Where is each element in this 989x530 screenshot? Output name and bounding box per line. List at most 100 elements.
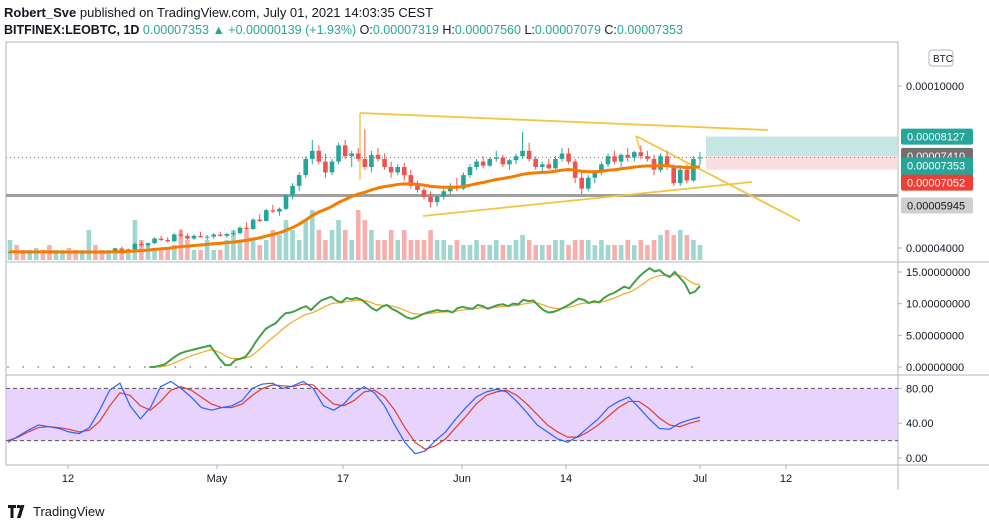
obv-zero-dot [189, 366, 192, 368]
candle-body [579, 177, 585, 189]
candle-body [691, 158, 696, 181]
volume-bar [579, 240, 585, 260]
take-profit-zone [706, 136, 898, 156]
obv-zero-dot [417, 366, 420, 368]
price-candle [520, 131, 525, 159]
candle-body [605, 156, 611, 165]
volume-bar [566, 245, 571, 260]
price-candle [579, 172, 585, 194]
volume-bar [99, 250, 105, 260]
volume-bar [40, 250, 46, 260]
candle-body [684, 169, 690, 181]
price-label-target: 0.00008127 [907, 132, 965, 144]
author-name[interactable]: Robert_Sve [4, 5, 77, 20]
obv-zero-dot [204, 366, 207, 368]
volume-bar [631, 245, 637, 260]
volume-bar [86, 230, 92, 260]
candle-body [362, 158, 368, 167]
volume-bar [27, 250, 33, 260]
volume-bar [697, 245, 703, 260]
time-tick-label: Jul [693, 473, 707, 485]
obv-zero-dot [402, 366, 405, 368]
candle-body [408, 175, 414, 186]
price-candle [204, 235, 210, 240]
price-candle [625, 148, 631, 162]
volume-bar [303, 220, 309, 260]
candle-body [158, 238, 164, 240]
candle-body [434, 196, 440, 203]
price-candle [224, 233, 230, 238]
moving-average-line [9, 163, 701, 254]
stoch-tick-label: 0.00 [906, 453, 927, 465]
volume-bar [671, 235, 677, 260]
obv-tick-label: 0.00000000 [906, 362, 964, 374]
price-candle [119, 246, 125, 251]
volume-bar [237, 240, 243, 260]
price-candle [467, 164, 473, 178]
obv-zero-dot [295, 366, 298, 368]
price-candle [263, 208, 269, 222]
candle-body [493, 157, 499, 159]
price-candle [369, 150, 374, 173]
price-candle [434, 195, 440, 207]
volume-bar [677, 230, 683, 260]
ohlc-legend: BITFINEX:LEOBTC, 1D 0.00007353 ▲ +0.0000… [4, 23, 683, 37]
symbol-label: BITFINEX:LEOBTC, 1D [4, 23, 140, 37]
candle-body [185, 235, 190, 239]
candle-body [677, 169, 683, 184]
obv-zero-dot [174, 366, 177, 368]
candle-body [566, 153, 571, 162]
candle-body [342, 145, 348, 157]
volume-bar [217, 250, 223, 260]
price-candle [217, 231, 223, 237]
candle-body [658, 156, 663, 170]
volume-bar [158, 250, 164, 260]
obv-zero-dot [356, 366, 359, 368]
obv-zero-dot [493, 366, 496, 368]
candle-body [401, 167, 407, 176]
volume-bar [165, 250, 171, 260]
price-candle [415, 180, 420, 193]
obv-zero-dot [113, 366, 116, 368]
volume-bar [250, 240, 256, 260]
candle-body [395, 167, 401, 173]
candle-body [382, 158, 387, 167]
volume-bar [73, 250, 79, 260]
stoch-tick-label: 40.00 [906, 418, 934, 430]
candle-body [467, 167, 473, 176]
obv-zero-dot [52, 366, 55, 368]
volume-bar [447, 245, 453, 260]
volume-bar [185, 240, 190, 260]
candle-body [165, 239, 171, 242]
price-candle [211, 233, 217, 239]
tradingview-brand[interactable]: TradingView [33, 504, 105, 519]
obv-signal-line [149, 274, 701, 368]
candle-body [625, 154, 631, 158]
volume-bar [132, 220, 138, 260]
volume-bar [270, 230, 276, 260]
volume-bar [198, 250, 203, 260]
price-candle [316, 145, 322, 165]
volume-bar [395, 240, 401, 260]
obv-zero-dot [615, 366, 617, 368]
volume-bar [53, 250, 59, 260]
price-candle [677, 167, 683, 186]
price-candle [631, 150, 637, 162]
price-candle [480, 156, 486, 169]
candle-body [441, 191, 447, 197]
price-candle [526, 142, 532, 162]
volume-bar [60, 250, 65, 260]
volume-bar [461, 245, 466, 260]
price-candle [309, 140, 315, 165]
volume-bar [651, 240, 657, 260]
volume-bar [546, 245, 552, 260]
price-candle [605, 153, 611, 167]
obv-zero-dot [219, 366, 222, 368]
chart-area[interactable]: BTC 0.00010000 0.00004000 0.00008127 0.00007… [0, 0, 989, 500]
volume-bar [112, 248, 118, 260]
candle-body [585, 177, 591, 189]
candle-body [592, 172, 598, 178]
price-candle [691, 156, 696, 182]
price-candle [336, 142, 341, 165]
obv-zero-dot [645, 366, 648, 368]
